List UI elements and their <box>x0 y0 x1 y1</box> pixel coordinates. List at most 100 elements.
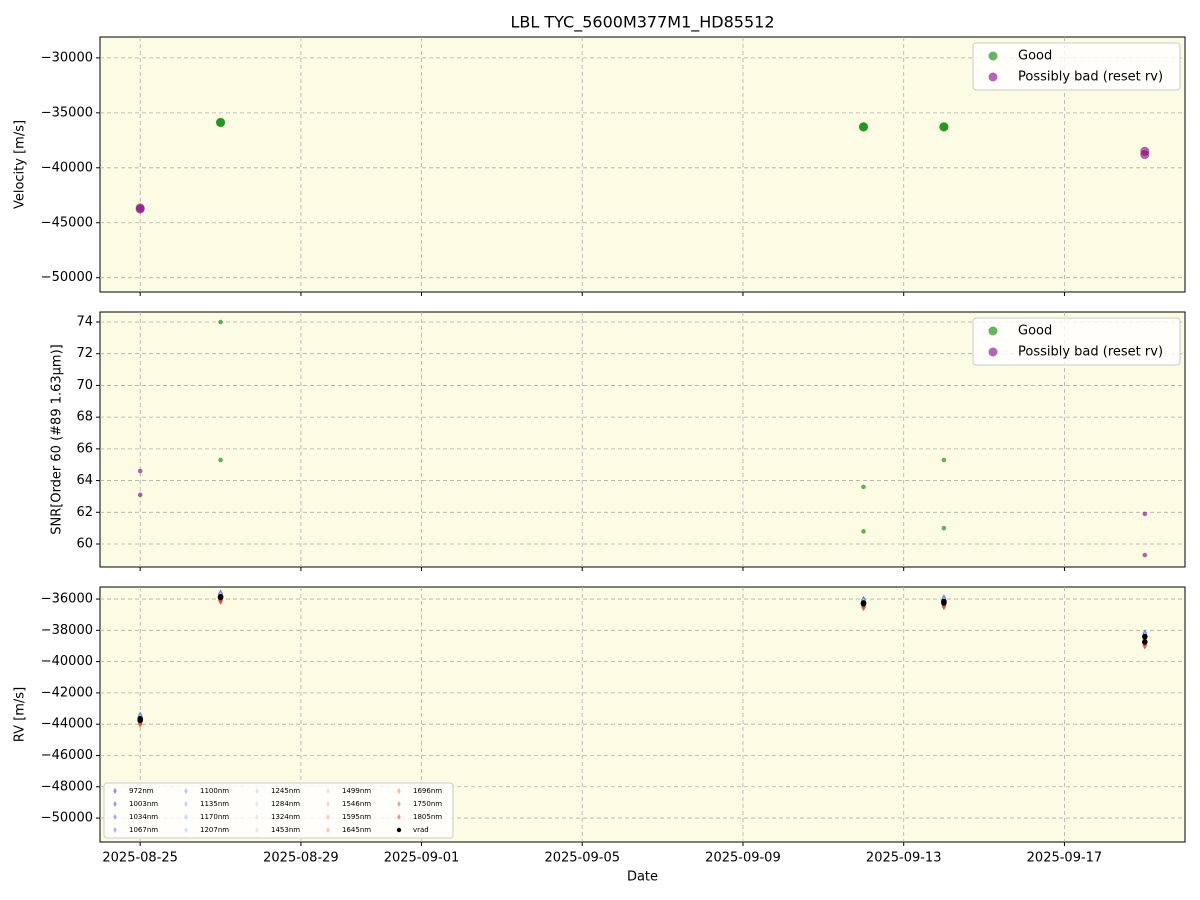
y-tick-label: 72 <box>76 346 93 361</box>
x-tick-label: 2025-08-29 <box>263 851 339 866</box>
marker <box>218 319 223 325</box>
marker <box>939 122 949 132</box>
legend-label: Possibly bad (reset rv) <box>1018 70 1163 85</box>
x-tick-label: 2025-09-09 <box>705 851 781 866</box>
legend-box <box>103 782 454 839</box>
legend-marker <box>326 787 330 795</box>
y-tick-label: −45000 <box>41 215 93 230</box>
legend: 972nm 1003nm 1034nm 1067nm 1100nm 1135nm 1170n… <box>103 782 454 839</box>
y-tick-label: 74 <box>76 314 93 329</box>
x-axis-label: Date <box>627 870 658 885</box>
y-tick-label: −36000 <box>41 592 93 607</box>
legend-label: 1067nm <box>129 826 158 834</box>
legend-label: 1324nm <box>271 813 300 821</box>
x-tick-label: 2025-09-01 <box>384 851 460 866</box>
marker <box>1142 511 1148 517</box>
legend-label: 1453nm <box>271 826 300 834</box>
legend-label: vrad <box>413 826 429 834</box>
legend-marker <box>255 800 259 808</box>
y-tick-label: −35000 <box>41 105 93 120</box>
legend-box <box>972 42 1181 91</box>
legend-marker <box>255 813 259 821</box>
y-tick-label: −40000 <box>41 160 93 175</box>
legend-marker <box>396 827 402 833</box>
legend-marker <box>184 787 188 795</box>
y-tick-label: 62 <box>76 505 93 520</box>
marker <box>217 594 224 601</box>
legend-marker <box>184 800 188 808</box>
legend-label: Good <box>1018 324 1052 339</box>
legend-label: 972nm <box>129 787 154 795</box>
marker <box>1142 639 1148 645</box>
legend-marker <box>988 51 998 61</box>
y-tick-label: −50000 <box>41 811 93 826</box>
legend-label: 1170nm <box>200 813 229 821</box>
legend-label: 1100nm <box>200 787 229 795</box>
y-tick-label: −46000 <box>41 748 93 763</box>
x-tick-label: 2025-08-25 <box>102 851 178 866</box>
legend-marker <box>255 787 259 795</box>
marker <box>137 717 143 724</box>
marker <box>941 600 947 606</box>
marker <box>859 122 869 132</box>
y-axis-label: SNR[Order 60 (#89 1.63μm)] <box>50 344 65 535</box>
y-tick-label: 70 <box>76 378 93 393</box>
legend-label: 1750nm <box>413 800 442 808</box>
marker <box>216 118 226 128</box>
marker <box>137 492 143 498</box>
legend-label: Possibly bad (reset rv) <box>1018 345 1163 360</box>
marker <box>1140 150 1150 160</box>
legend-marker <box>113 800 117 808</box>
y-tick-label: −42000 <box>41 685 93 700</box>
y-tick-label: −30000 <box>41 50 93 65</box>
y-tick-label: −38000 <box>41 623 93 638</box>
legend-marker <box>184 826 188 834</box>
legend-box <box>972 317 1181 366</box>
chart-title: LBL TYC_5600M377M1_HD85512 <box>510 13 774 33</box>
marker <box>135 204 145 214</box>
legend: Good Possibly bad (reset rv) <box>972 317 1181 366</box>
y-tick-label: −50000 <box>41 270 93 285</box>
legend-label: 1135nm <box>200 800 229 808</box>
marker <box>1142 633 1148 640</box>
y-axis-label: Velocity [m/s] <box>13 120 28 209</box>
legend-label: 1595nm <box>342 813 371 821</box>
marker <box>1142 552 1148 558</box>
legend-marker <box>113 813 117 821</box>
y-tick-label: 60 <box>76 537 93 552</box>
legend-label: 1499nm <box>342 787 371 795</box>
legend-label: 1003nm <box>129 800 158 808</box>
legend-label: 1546nm <box>342 800 371 808</box>
marker <box>941 457 947 463</box>
legend-label: 1245nm <box>271 787 300 795</box>
legend-label: 1805nm <box>413 813 442 821</box>
marker <box>218 457 223 463</box>
marker <box>860 600 867 607</box>
legend-marker <box>113 787 117 795</box>
legend-marker <box>397 813 401 821</box>
marker <box>941 525 947 531</box>
legend-label: 1034nm <box>129 813 158 821</box>
x-tick-label: 2025-09-05 <box>544 851 620 866</box>
legend-marker <box>326 800 330 808</box>
legend-marker <box>988 72 998 82</box>
legend-label: 1696nm <box>413 787 442 795</box>
legend-marker <box>397 800 401 808</box>
legend-marker <box>988 347 998 357</box>
x-tick-label: 2025-09-13 <box>866 851 942 866</box>
y-axis-label: RV [m/s] <box>13 687 28 742</box>
legend-label: 1284nm <box>271 800 300 808</box>
marker <box>137 468 143 474</box>
legend: Good Possibly bad (reset rv) <box>972 42 1181 91</box>
y-tick-label: −40000 <box>41 654 93 669</box>
y-tick-label: 66 <box>76 441 93 456</box>
legend-label: 1645nm <box>342 826 371 834</box>
y-tick-label: −44000 <box>41 717 93 732</box>
marker <box>861 484 866 490</box>
legend-marker <box>113 826 117 834</box>
legend-marker <box>988 326 998 336</box>
marker <box>218 597 223 605</box>
legend-marker <box>326 813 330 821</box>
legend-marker <box>255 826 259 834</box>
